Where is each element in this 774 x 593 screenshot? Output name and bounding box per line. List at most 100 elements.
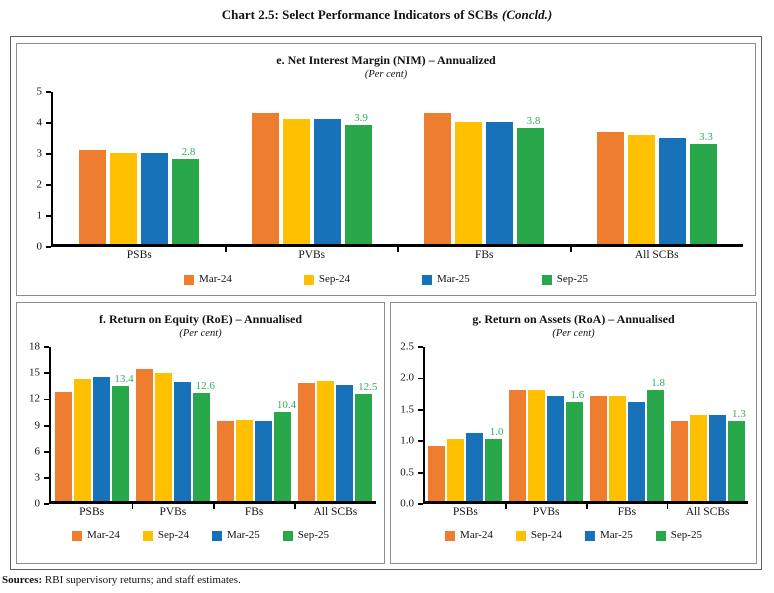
y-axis-tick — [45, 215, 51, 217]
bar: 10.4 — [274, 399, 296, 501]
bar — [608, 396, 626, 501]
legend-label: Mar-24 — [87, 529, 120, 541]
roa-chart-subtitle: (Per cent) — [552, 328, 595, 339]
roe-chart-panel: f. Return on Equity (RoE) – Annualised (… — [16, 302, 385, 564]
sources-label: Sources: — [2, 574, 43, 586]
bar — [317, 381, 335, 501]
y-axis-tick — [417, 409, 423, 411]
roe-plot: 13.4 PSBs 12.6 PVBs 10.4 FBs 12.5 All SCBs — [49, 347, 377, 518]
bar — [627, 402, 645, 501]
data-label: 1.0 — [489, 426, 504, 439]
bar — [528, 390, 546, 501]
bar — [670, 420, 688, 501]
legend-label: Sep-25 — [670, 529, 702, 541]
y-axis-tick — [43, 346, 49, 348]
x-axis-category-label: PVBs — [532, 506, 560, 518]
x-axis-category-label: PVBs — [298, 249, 326, 261]
bar — [135, 369, 153, 501]
bar: 13.4 — [111, 373, 134, 501]
bar — [447, 439, 465, 501]
legend-item: Mar-25 — [422, 274, 470, 285]
bar — [154, 372, 172, 501]
legend-swatch — [282, 530, 293, 541]
sources-text: RBI supervisory returns; and staff estim… — [42, 574, 241, 586]
legend-swatch — [184, 274, 195, 285]
roa-y-axis: 0.0 0.5 1.0 1.5 2.0 2.5 — [395, 341, 423, 509]
bar — [282, 119, 310, 244]
y-axis-tick — [45, 246, 51, 248]
bar — [236, 419, 254, 501]
data-label: 1.8 — [651, 377, 665, 390]
legend-swatch — [541, 274, 552, 285]
y-axis-tick-label: 0.0 — [400, 497, 414, 510]
roe-y-axis: 0 3 6 9 12 15 18 — [21, 341, 49, 509]
legend-label: Sep-25 — [297, 529, 329, 541]
y-axis-tick — [45, 122, 51, 124]
bar: 2.8 — [172, 146, 200, 244]
nim-chart-title: e. Net Interest Margin (NIM) – Annualize… — [276, 53, 496, 67]
legend-label: Mar-25 — [600, 529, 633, 541]
bar — [455, 122, 483, 244]
legend-label: Mar-24 — [199, 273, 232, 285]
y-axis-tick-label: 15 — [29, 366, 40, 379]
roa-chart-title: g. Return on Assets (RoA) – Annualised — [472, 312, 675, 326]
legend-item: Sep-24 — [303, 274, 350, 285]
y-axis-tick-label: 1 — [36, 209, 43, 222]
y-axis-tick-label: 0.5 — [400, 466, 414, 479]
roe-chart-area: 0 3 6 9 12 15 18 13.4 PSBs 12.6 PVBs 10.4 FBs 12.5 Al… — [21, 341, 377, 518]
y-axis-tick — [43, 398, 49, 401]
x-axis-category-label: PVBs — [159, 506, 187, 518]
chart-main-title: Chart 2.5: Select Performance Indicators… — [0, 7, 774, 23]
x-axis-category-label: All SCBs — [685, 506, 730, 518]
legend-label: Sep-25 — [556, 273, 588, 285]
y-axis-tick-label: 6 — [34, 445, 41, 458]
y-axis-tick — [43, 372, 49, 375]
chart-outer-frame: e. Net Interest Margin (NIM) – Annualize… — [10, 36, 762, 570]
legend-swatch — [303, 274, 314, 285]
y-axis-tick-label: 2.5 — [400, 340, 414, 353]
y-axis-tick-label: 0 — [34, 497, 41, 510]
chart-title-concld: (Concld.) — [502, 7, 553, 22]
data-label: 10.4 — [276, 398, 297, 411]
bar — [708, 414, 726, 501]
bar — [217, 420, 235, 501]
data-label: 13.4 — [114, 373, 134, 386]
y-axis-tick — [43, 450, 49, 453]
data-label: 1.6 — [570, 389, 585, 402]
data-label: 2.8 — [181, 145, 196, 158]
legend-label: Sep-24 — [157, 529, 189, 541]
x-axis-category-label: PSBs — [79, 506, 105, 518]
bar: 1.0 — [485, 426, 504, 501]
bar-group-PVBs: 1.6 PVBs — [506, 347, 588, 518]
bar-group-PVBs: 3.9 PVBs — [226, 92, 399, 261]
bar: 1.3 — [727, 408, 746, 501]
legend-item: Sep-25 — [541, 273, 588, 285]
legend-swatch — [72, 530, 83, 541]
data-label: 12.6 — [195, 380, 215, 393]
bar: 1.8 — [646, 377, 665, 501]
y-axis-tick-label: 9 — [34, 419, 41, 431]
bar — [54, 391, 72, 501]
bar — [627, 134, 655, 244]
bar — [141, 152, 169, 244]
nim-chart-area: 0 1 2 3 4 5 2.8 PSBs 3.9 PVBs 3.8 FBs 3.3 All SCBs — [23, 86, 743, 261]
bar: 12.5 — [355, 381, 377, 501]
legend-swatch — [655, 530, 666, 541]
x-axis-category-label: FBs — [474, 249, 494, 261]
x-axis-category-label: All SCBs — [313, 506, 358, 518]
bar — [486, 122, 514, 244]
sources-note: Sources: RBI supervisory returns; and st… — [2, 574, 241, 586]
bar — [428, 445, 446, 501]
bar — [658, 137, 686, 244]
bar — [313, 119, 341, 244]
chart-main-title-text: Chart 2.5: Select Performance Indicators… — [221, 7, 498, 22]
roa-plot: 1.0 PSBs 1.6 PVBs 1.8 FBs 1.3 All SCBs — [423, 347, 748, 518]
legend-swatch — [142, 530, 153, 541]
bar-group-PVBs: 12.6 PVBs — [132, 347, 215, 518]
bar: 3.8 — [517, 115, 545, 244]
bar — [689, 414, 707, 501]
data-label: 3.9 — [354, 112, 368, 125]
bar — [547, 396, 565, 501]
y-axis-tick-label: 18 — [29, 340, 40, 353]
legend-swatch — [422, 274, 432, 285]
